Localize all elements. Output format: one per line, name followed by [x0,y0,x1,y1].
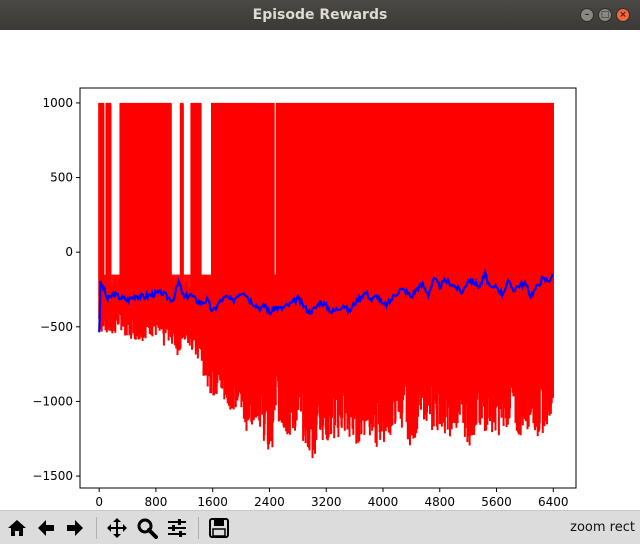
figure-canvas[interactable]: 0 800 1600 2400 3200 4000 4800 5600 6400 −1500 −1… [0,30,640,510]
y-axis: −1500 −1000 −500 0 500 1000 [32,96,80,483]
home-button[interactable] [4,515,30,541]
home-icon [8,520,26,536]
moving-average-series [98,267,555,333]
maximize-icon[interactable]: □ [598,8,612,22]
x-tick-label: 2400 [254,495,285,509]
raw-reward-strokes [98,102,554,459]
save-button[interactable] [206,515,232,541]
pan-button[interactable] [104,515,130,541]
raw-reward-gap [201,102,211,275]
toolbar-separator [96,517,97,539]
forward-button[interactable] [62,515,88,541]
y-tick-label: 500 [50,171,73,185]
raw-reward-gap [111,102,120,275]
pan-icon [107,518,127,538]
x-tick-label: 1600 [197,495,228,509]
raw-reward-series [98,102,554,459]
forward-arrow-icon [67,520,83,536]
close-icon[interactable]: × [616,8,630,22]
toolbar-separator [198,517,199,539]
raw-reward-gap [104,102,106,275]
back-arrow-icon [38,520,54,536]
y-tick-label: 0 [65,245,73,259]
y-tick-label: −500 [40,320,73,334]
subplots-config-icon [168,519,186,537]
y-tick-label: −1000 [32,394,73,408]
save-icon [209,518,229,538]
x-tick-label: 3200 [311,495,342,509]
configure-subplots-button[interactable] [164,515,190,541]
navigation-toolbar: zoom rect [0,510,640,544]
raw-reward-gap [183,102,191,275]
x-tick-label: 6400 [538,495,569,509]
chart-svg: 0 800 1600 2400 3200 4000 4800 5600 6400 −1500−1… [32,87,577,509]
zoom-button[interactable] [134,515,160,541]
y-tick-label: −1500 [32,469,73,483]
window-title: Episode Rewards [252,7,388,23]
raw-reward-gap [171,102,180,275]
x-tick-label: 0 [95,495,103,509]
x-tick-label: 4000 [368,495,399,509]
x-tick-label: 5600 [481,495,512,509]
raw-reward-gap [274,102,276,275]
x-tick-label: 4800 [424,495,455,509]
back-button[interactable] [33,515,59,541]
window-titlebar: Episode Rewards – □ × [0,0,640,30]
y-tick-label: 1000 [42,96,73,110]
zoom-icon [137,518,158,539]
x-axis: 0 800 1600 2400 3200 4000 4800 5600 6400 [95,488,569,509]
minimize-icon[interactable]: – [580,8,594,22]
x-tick-label: 800 [144,495,167,509]
status-text: zoom rect [570,520,635,535]
plot-frame [79,87,577,489]
